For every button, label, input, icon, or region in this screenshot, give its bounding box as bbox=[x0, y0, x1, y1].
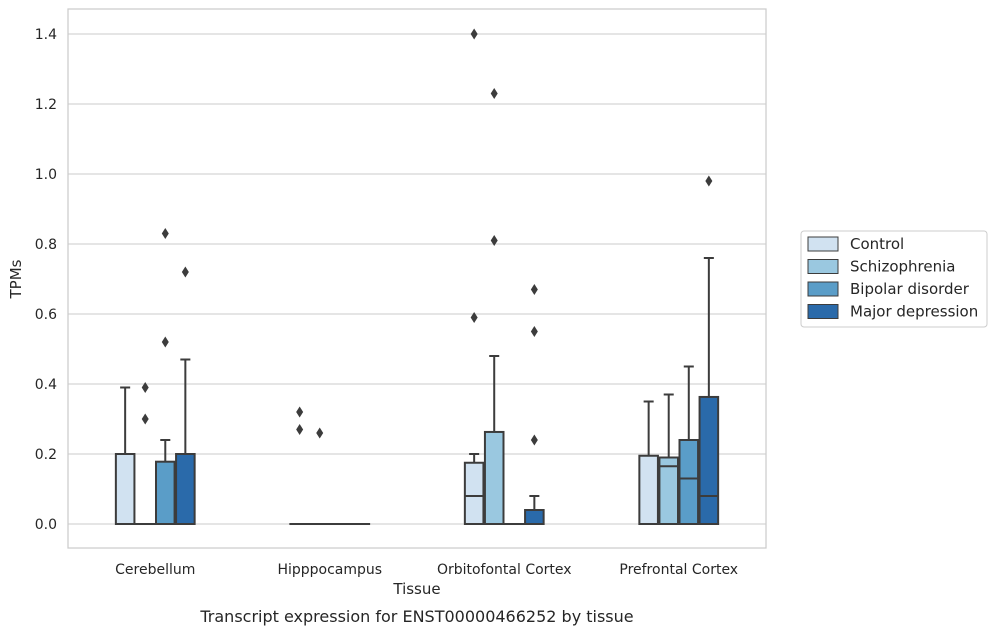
outlier-point bbox=[316, 427, 324, 439]
x-axis-label: Tissue bbox=[392, 580, 440, 598]
x-tick-label: Hipppocampus bbox=[277, 562, 382, 578]
outlier-point bbox=[490, 88, 498, 99]
box-body bbox=[114, 453, 136, 525]
outlier-point bbox=[141, 382, 149, 393]
y-tick-label: 0.8 bbox=[35, 237, 57, 253]
outlier-point bbox=[161, 228, 169, 239]
outlier-point bbox=[530, 326, 538, 337]
box-body bbox=[678, 439, 700, 525]
box bbox=[289, 406, 310, 526]
series-schizophrenia bbox=[134, 88, 679, 526]
outlier-point bbox=[530, 284, 538, 295]
box-body bbox=[698, 395, 720, 526]
box bbox=[309, 427, 330, 526]
box bbox=[134, 382, 156, 526]
legend-swatch bbox=[807, 304, 839, 319]
y-tick-labels: 0.0 0.2 0.4 0.6 0.8 1.0 1.2 1.4 bbox=[35, 27, 57, 533]
plot-area-frame bbox=[67, 8, 767, 549]
box bbox=[638, 400, 659, 525]
box-series bbox=[114, 28, 720, 526]
legend-label: Major depression bbox=[850, 303, 978, 321]
y-tick-label: 0.4 bbox=[35, 377, 57, 393]
y-axis-label: TPMs bbox=[7, 259, 25, 299]
y-tick-label: 0.0 bbox=[35, 517, 57, 533]
box bbox=[483, 88, 505, 526]
legend-frame bbox=[800, 230, 988, 328]
legend-label: Control bbox=[850, 235, 904, 253]
series-major-depression bbox=[175, 175, 720, 526]
box bbox=[524, 284, 545, 525]
legend-swatch bbox=[807, 281, 839, 297]
y-tick-label: 0.6 bbox=[35, 307, 57, 323]
series-control bbox=[114, 28, 659, 526]
x-tick-label: Prefrontal Cortex bbox=[619, 562, 738, 578]
outlier-point bbox=[705, 175, 713, 187]
series-bipolar-disorder bbox=[155, 228, 700, 526]
box bbox=[678, 365, 700, 525]
x-tick-label: Cerebellum bbox=[115, 562, 195, 578]
box-body bbox=[175, 453, 196, 525]
box bbox=[698, 175, 720, 526]
legend-label: Bipolar disorder bbox=[850, 280, 970, 298]
outlier-point bbox=[161, 336, 169, 348]
outlier-point bbox=[296, 424, 304, 435]
chart-caption: Transcript expression for ENST0000046625… bbox=[199, 607, 633, 626]
box-body bbox=[483, 430, 505, 526]
legend-label: Schizophrenia bbox=[850, 258, 955, 276]
outlier-point bbox=[490, 235, 498, 246]
box bbox=[175, 266, 196, 525]
box bbox=[658, 393, 679, 525]
outlier-point bbox=[470, 312, 478, 323]
box bbox=[463, 28, 485, 525]
x-tick-label: Orbitofontal Cortex bbox=[437, 562, 572, 578]
outlier-point bbox=[296, 406, 304, 418]
box-body bbox=[524, 509, 545, 525]
legend: Control Schizophrenia Bipolar disorder Majo… bbox=[800, 230, 988, 328]
box-body bbox=[638, 454, 659, 525]
y-tick-label: 1.4 bbox=[35, 27, 57, 43]
box-body bbox=[463, 461, 485, 525]
legend-swatch bbox=[807, 236, 839, 252]
y-tick-label: 1.0 bbox=[35, 167, 57, 183]
box-body bbox=[658, 456, 679, 525]
box-body bbox=[155, 460, 176, 526]
box bbox=[114, 386, 136, 525]
outlier-point bbox=[530, 434, 538, 446]
box bbox=[155, 228, 176, 526]
x-tick-labels: Cerebellum Hipppocampus Orbitofontal Corte… bbox=[115, 562, 738, 578]
y-tick-label: 1.2 bbox=[35, 97, 57, 113]
outlier-point bbox=[181, 266, 189, 278]
y-tick-label: 0.2 bbox=[35, 447, 57, 463]
outlier-point bbox=[470, 28, 478, 40]
legend-swatch bbox=[807, 259, 839, 274]
outlier-point bbox=[141, 413, 149, 425]
